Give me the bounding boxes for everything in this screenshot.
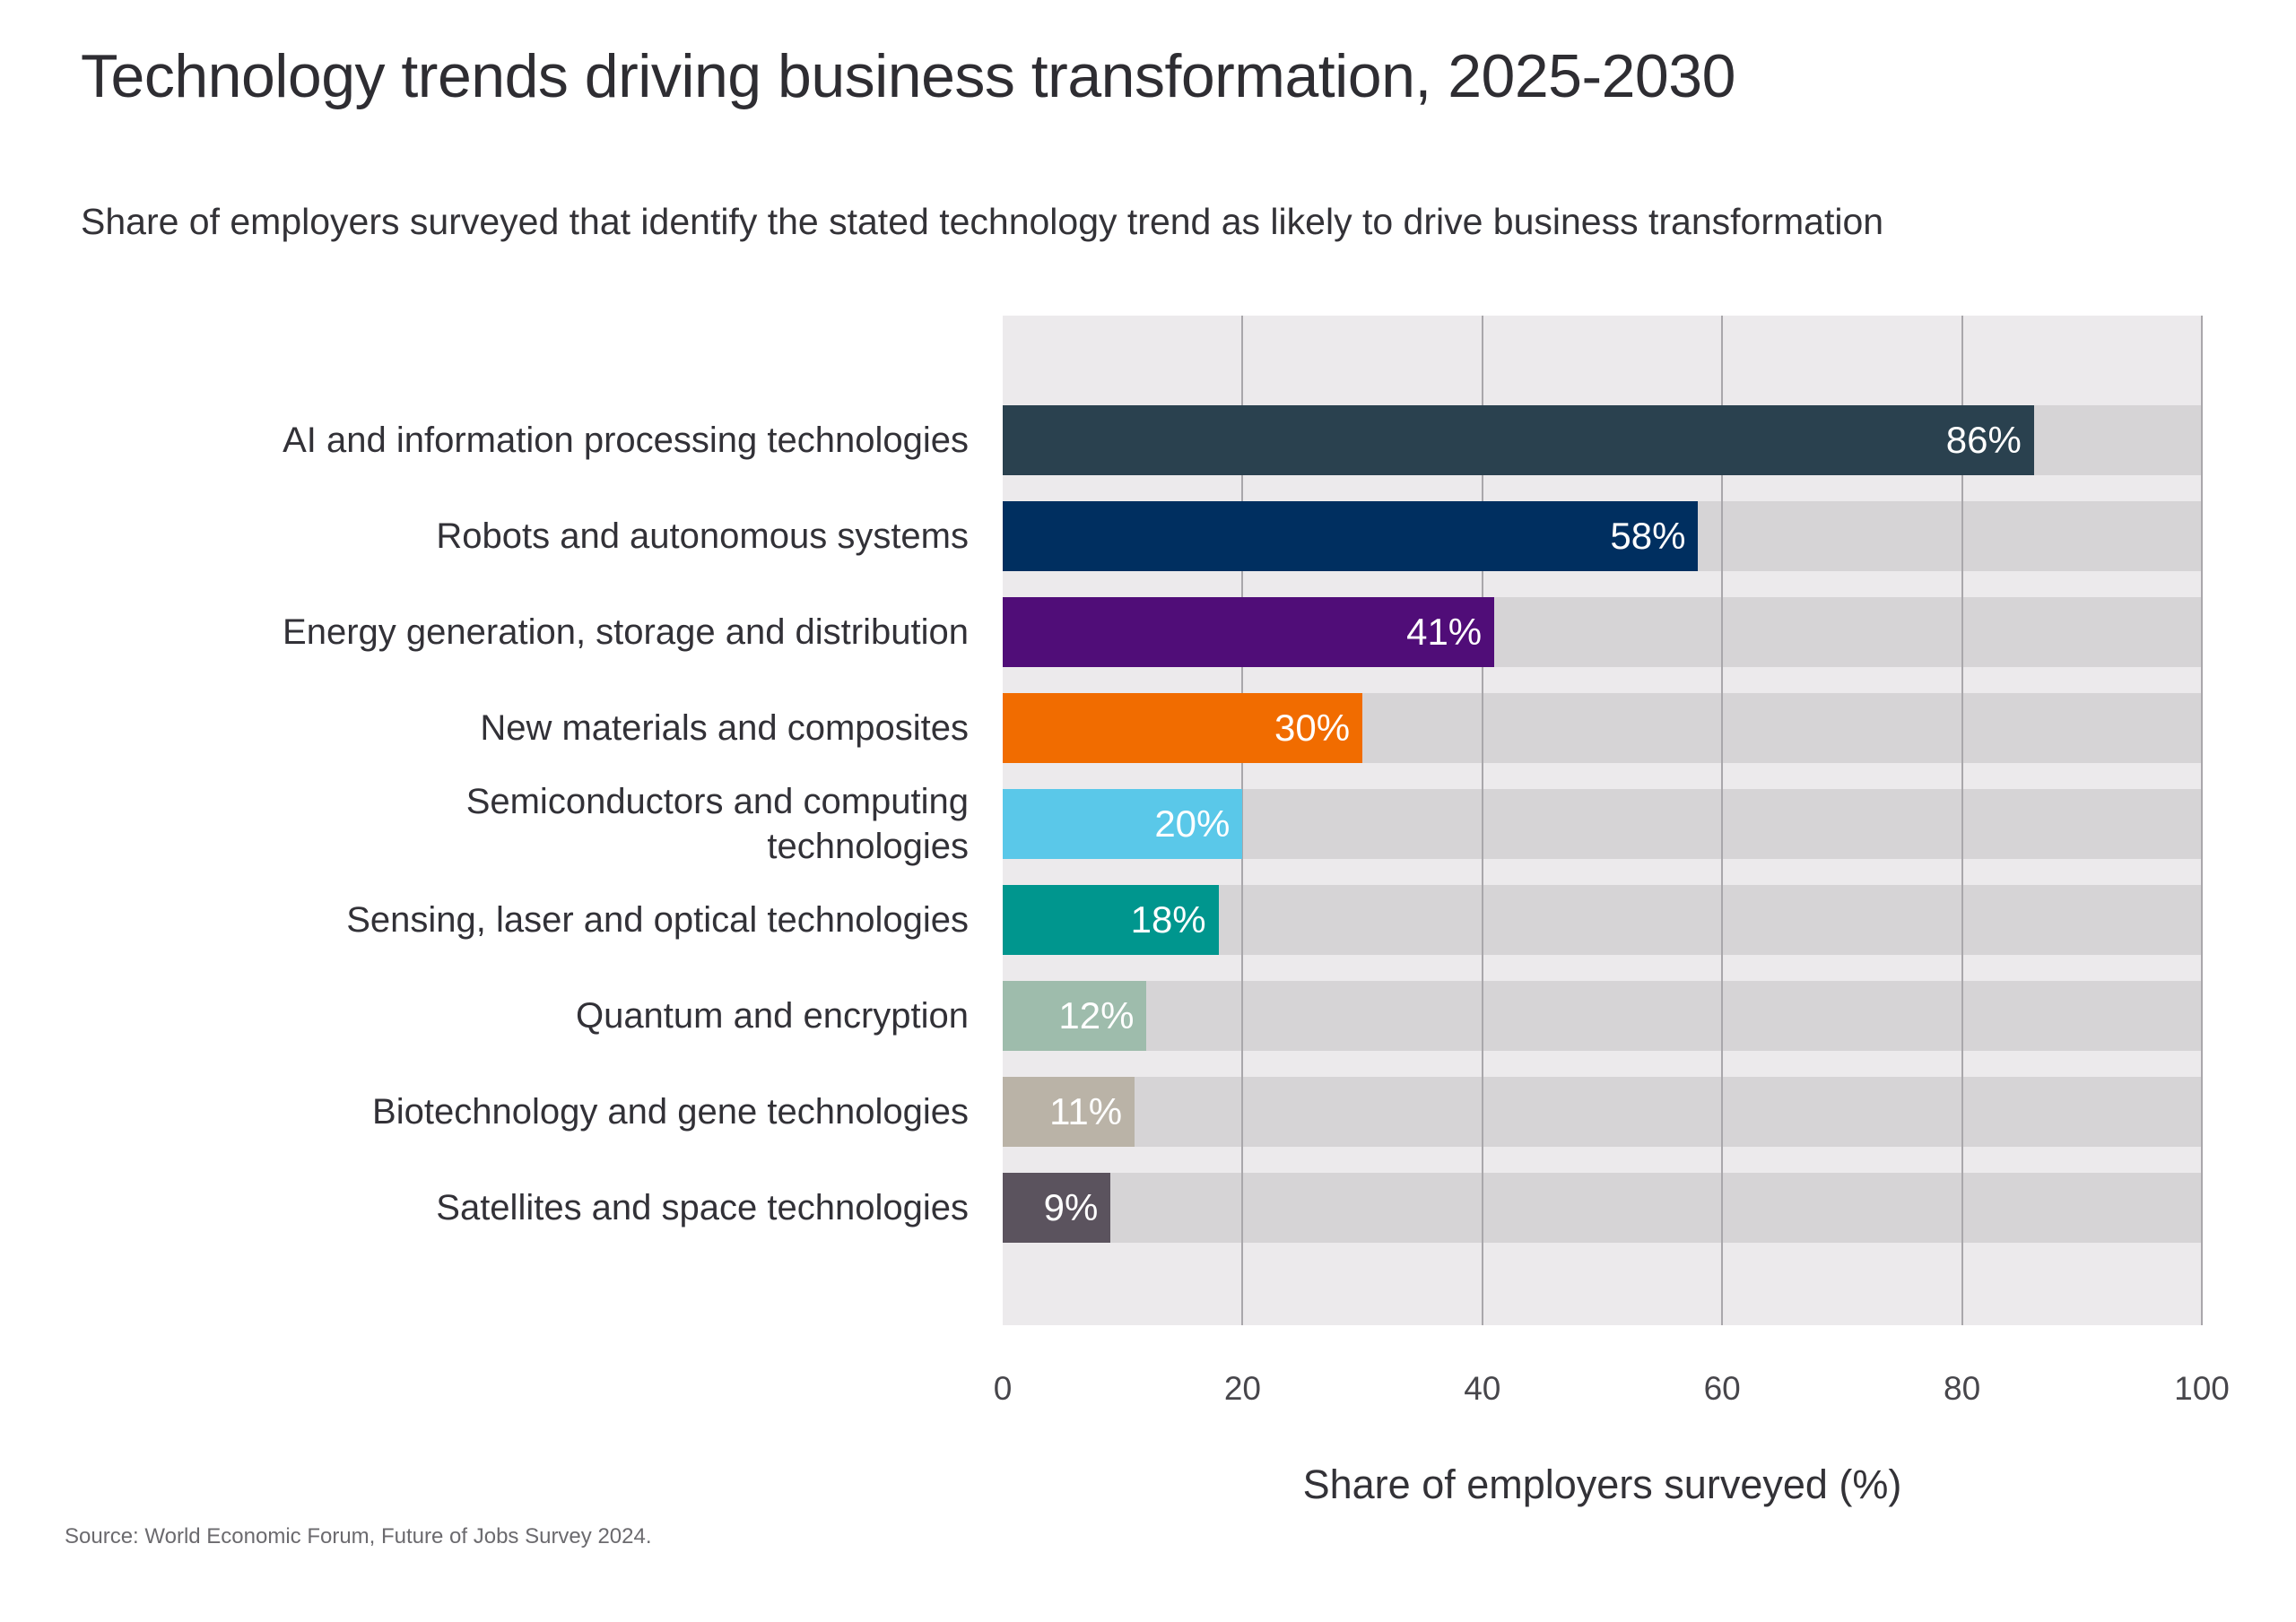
x-axis-title: Share of employers surveyed (%) (1302, 1462, 1902, 1507)
bar-track (1003, 1077, 2202, 1147)
bar-4: 30% (1003, 693, 1363, 763)
category-label: Semiconductors and computing technologie… (465, 782, 969, 866)
source-note: Source: World Economic Forum, Future of … (65, 1524, 652, 1548)
bar-value-label: 58% (1610, 515, 1686, 557)
bar-value-label: 86% (1945, 419, 2022, 461)
bar-value-label: 30% (1274, 707, 1351, 749)
gridline-80 (1961, 316, 1963, 1325)
x-tick-label-20: 20 (1223, 1370, 1261, 1407)
bar-value-label: 20% (1154, 802, 1231, 845)
chart-title: Technology trends driving business trans… (81, 42, 1735, 110)
bar-7: 12% (1003, 981, 1147, 1051)
bar-track (1003, 1173, 2202, 1243)
bar-value-label: 9% (1043, 1186, 1099, 1228)
bar-1: 86% (1003, 405, 2034, 475)
bar-3: 41% (1003, 597, 1495, 667)
category-label: Robots and autonomous systems (436, 516, 969, 556)
gridline-60 (1721, 316, 1724, 1325)
plot-area: 86% 58% 41% 30% 20% 18% 12% 11% 9% (1003, 316, 2203, 1325)
gridline-20 (1241, 316, 1244, 1325)
bar-value-label: 11% (1049, 1090, 1123, 1132)
x-tick-label-60: 60 (1703, 1370, 1741, 1407)
x-tick-label-80: 80 (1944, 1370, 1981, 1407)
bar-value-label: 41% (1406, 611, 1483, 653)
category-label: Quantum and encryption (575, 996, 969, 1036)
category-axis: AI and information processing technologi… (0, 316, 969, 1325)
bar-track (1003, 981, 2202, 1051)
x-tick-label-100: 100 (2174, 1370, 2230, 1407)
category-label: New materials and composites (480, 708, 969, 748)
bar-5: 20% (1003, 789, 1243, 859)
bar-value-label: 18% (1130, 898, 1206, 941)
chart-subtitle: Share of employers surveyed that identif… (81, 201, 1884, 242)
gridline-100 (2201, 316, 2203, 1325)
x-tick-label-40: 40 (1464, 1370, 1501, 1407)
category-label: Sensing, laser and optical technologies (346, 900, 969, 940)
bar-9: 9% (1003, 1173, 1111, 1243)
bar-8: 11% (1003, 1077, 1135, 1147)
x-tick-label-0: 0 (993, 1370, 1013, 1407)
category-label: Biotechnology and gene technologies (372, 1092, 969, 1132)
bar-6: 18% (1003, 885, 1219, 955)
category-label: Energy generation, storage and distribut… (283, 612, 969, 652)
bar-value-label: 12% (1058, 994, 1135, 1037)
gridline-40 (1481, 316, 1483, 1325)
category-label: AI and information processing technologi… (283, 421, 969, 460)
category-label: Satellites and space technologies (436, 1188, 969, 1227)
bar-2: 58% (1003, 501, 1699, 571)
